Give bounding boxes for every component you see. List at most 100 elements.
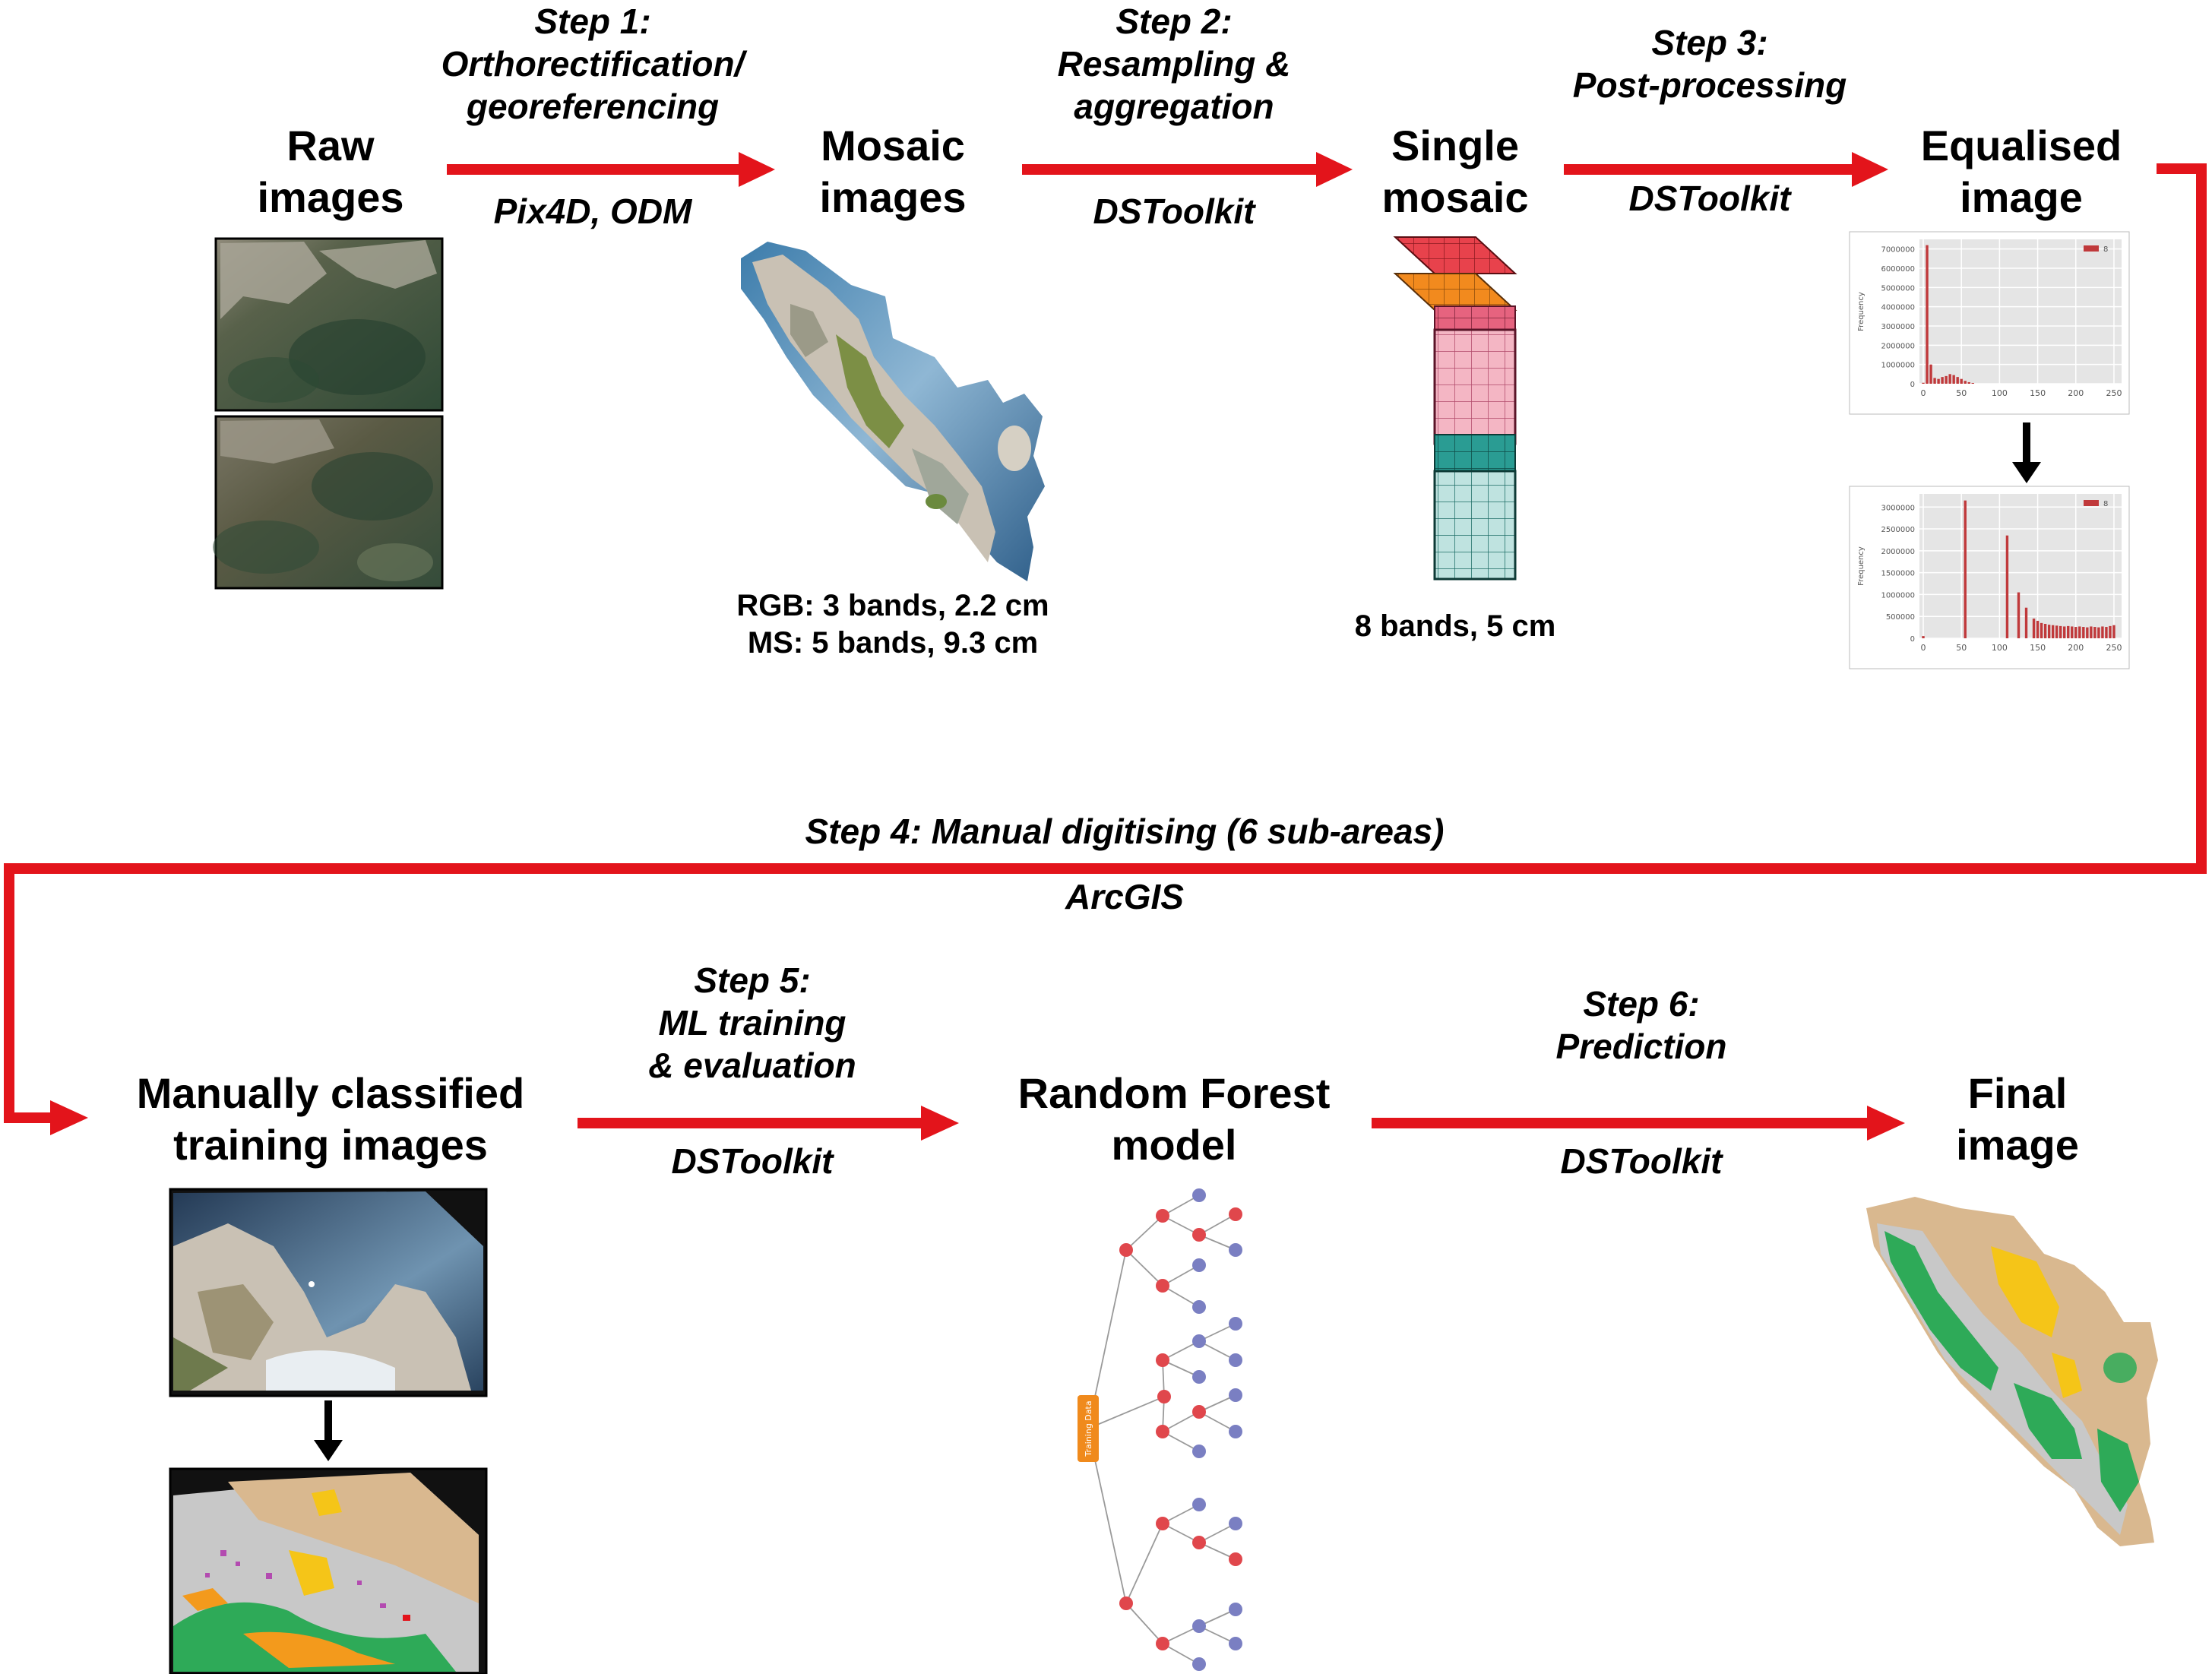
hist-before-ytick-label: 3000000 [1881, 323, 1915, 331]
step1-line3: georeferencing [466, 87, 720, 127]
hist-before-ytick-label: 4000000 [1881, 304, 1915, 312]
rf-edge [1125, 1603, 1163, 1644]
step4-heading: Step 4: Manual digitising (6 sub-areas) [805, 812, 1445, 851]
hist-after-bar [2078, 626, 2081, 638]
hist-before-ytick-label: 5000000 [1881, 284, 1915, 293]
rf-node [1229, 1317, 1242, 1331]
mosaic-caption-rgb: RGB: 3 bands, 2.2 cm [736, 589, 1049, 622]
hist-after-bar [2101, 626, 2104, 638]
rf-node [1156, 1353, 1169, 1367]
hist-before-plot-area [1919, 239, 2122, 384]
hist-after-bar [2105, 627, 2108, 638]
rf-node [1192, 1228, 1206, 1242]
rf-node [1192, 1445, 1206, 1458]
rf-node [1157, 1390, 1171, 1403]
hist-after-plot-area [1919, 494, 2122, 638]
rf-title-line2: model [1111, 1121, 1237, 1169]
hist-after-bar [2067, 625, 2070, 638]
single-mosaic-caption: 8 bands, 5 cm [1354, 609, 1556, 643]
hist-before-bar [1952, 375, 1955, 384]
rf-root-box [1078, 1395, 1099, 1462]
step3-heading: Step 3: [1651, 23, 1768, 62]
rf-node [1192, 1536, 1206, 1549]
hist-after-xtick-label: 50 [1956, 643, 1967, 653]
rf-edge [1162, 1340, 1200, 1361]
rf-edge [1162, 1643, 1200, 1665]
hist-before-bar [1926, 245, 1929, 384]
hist-before-legend-label: 8 [2103, 245, 2108, 254]
arrow-step2 [1022, 152, 1353, 187]
training-title-line1: Manually classified [136, 1069, 525, 1117]
rf-node [1229, 1517, 1242, 1530]
step2-line2: Resampling & [1057, 44, 1291, 84]
hist-after-bar [2082, 627, 2085, 638]
step6-heading: Step 6: [1583, 984, 1700, 1024]
mosaic-caption: RGB: 3 bands, 2.2 cm MS: 5 bands, 9.3 cm [669, 587, 1117, 662]
hist-before-ytick-label: 6000000 [1881, 265, 1915, 274]
hist-after-bar [2036, 620, 2040, 638]
final-image-title: Final image [1915, 1068, 2120, 1172]
rf-node [1192, 1657, 1206, 1671]
hist-before-bar [1964, 381, 1967, 384]
hist-before-bar [1933, 378, 1936, 384]
hist-before-xtick-label: 50 [1956, 388, 1967, 398]
rf-node [1192, 1188, 1206, 1202]
final-image [1866, 1197, 2158, 1546]
hist-after-ytick-label: 1500000 [1881, 570, 1915, 578]
training-image-rgb [169, 1188, 488, 1397]
hist-before-bar [1937, 378, 1940, 384]
hist-after-ytick-label: 1000000 [1881, 591, 1915, 600]
hist-after-ytick-label: 2000000 [1881, 548, 1915, 556]
rf-node [1119, 1243, 1133, 1257]
rf-node [1192, 1370, 1206, 1384]
hist-after-ytick-label: 500000 [1886, 613, 1915, 622]
step2-heading: Step 2: [1115, 2, 1233, 41]
training-images-title: Manually classified training images [91, 1068, 570, 1172]
hist-after-bar [2040, 622, 2043, 638]
band-red-layer [1393, 236, 1517, 274]
rf-edge [1162, 1215, 1200, 1236]
step6-label: Step 6: Prediction [1489, 983, 1793, 1068]
step1-tool: Pix4D, ODM [493, 191, 692, 231]
step4-tool: ArcGIS [1065, 877, 1184, 916]
rf-edge [1198, 1214, 1236, 1236]
rf-edge [1125, 1249, 1163, 1286]
rf-node [1119, 1596, 1133, 1610]
hist-before-legend-swatch [2084, 245, 2099, 252]
hist-before-bar [1971, 382, 1974, 384]
rf-title-line1: Random Forest [1017, 1069, 1331, 1117]
arrow-step6 [1372, 1106, 1905, 1141]
hist-after-bar [2032, 619, 2036, 638]
rf-edge [1162, 1264, 1200, 1286]
single-mosaic-title: Single mosaic [1337, 120, 1573, 224]
step2-label: Step 2: Resampling & aggregation [1011, 0, 1337, 128]
single-title-line2: mosaic [1381, 173, 1529, 222]
rf-edge [1162, 1431, 1200, 1452]
rf-node [1156, 1279, 1169, 1293]
rf-edge [1162, 1411, 1200, 1432]
arrow-step5 [578, 1106, 959, 1141]
down-arrow-equalise [2012, 422, 2041, 483]
hist-after-legend-label: 8 [2103, 500, 2108, 508]
hist-before-xtick-label: 0 [1921, 388, 1926, 398]
hist-before-bar [1948, 374, 1951, 384]
rf-node [1192, 1498, 1206, 1511]
random-forest-title: Random Forest model [980, 1068, 1368, 1172]
step5-line3: & evaluation [648, 1046, 856, 1086]
rf-node [1192, 1405, 1206, 1419]
down-arrow-training [314, 1400, 343, 1461]
hist-after-bar [2097, 627, 2100, 638]
hist-after-bar [2093, 627, 2096, 638]
hist-after-ytick-label: 3000000 [1881, 504, 1915, 512]
rf-node [1229, 1388, 1242, 1402]
hist-after-ytick-label: 0 [1910, 635, 1915, 644]
band-pink-block [1433, 305, 1517, 445]
rf-edge [1087, 1396, 1165, 1429]
histogram-before: 0 1000000 2000000 3000000 4000000 5000000 6000… [1849, 231, 2130, 415]
hist-after-legend-swatch [2084, 500, 2099, 506]
hist-after-xtick-label: 150 [2030, 643, 2046, 653]
rf-edge [1125, 1523, 1163, 1604]
hist-before-ytick-label: 2000000 [1881, 342, 1915, 350]
rf-edge [1198, 1523, 1236, 1543]
step3-label: Step 3: Post-processing [1550, 21, 1869, 106]
